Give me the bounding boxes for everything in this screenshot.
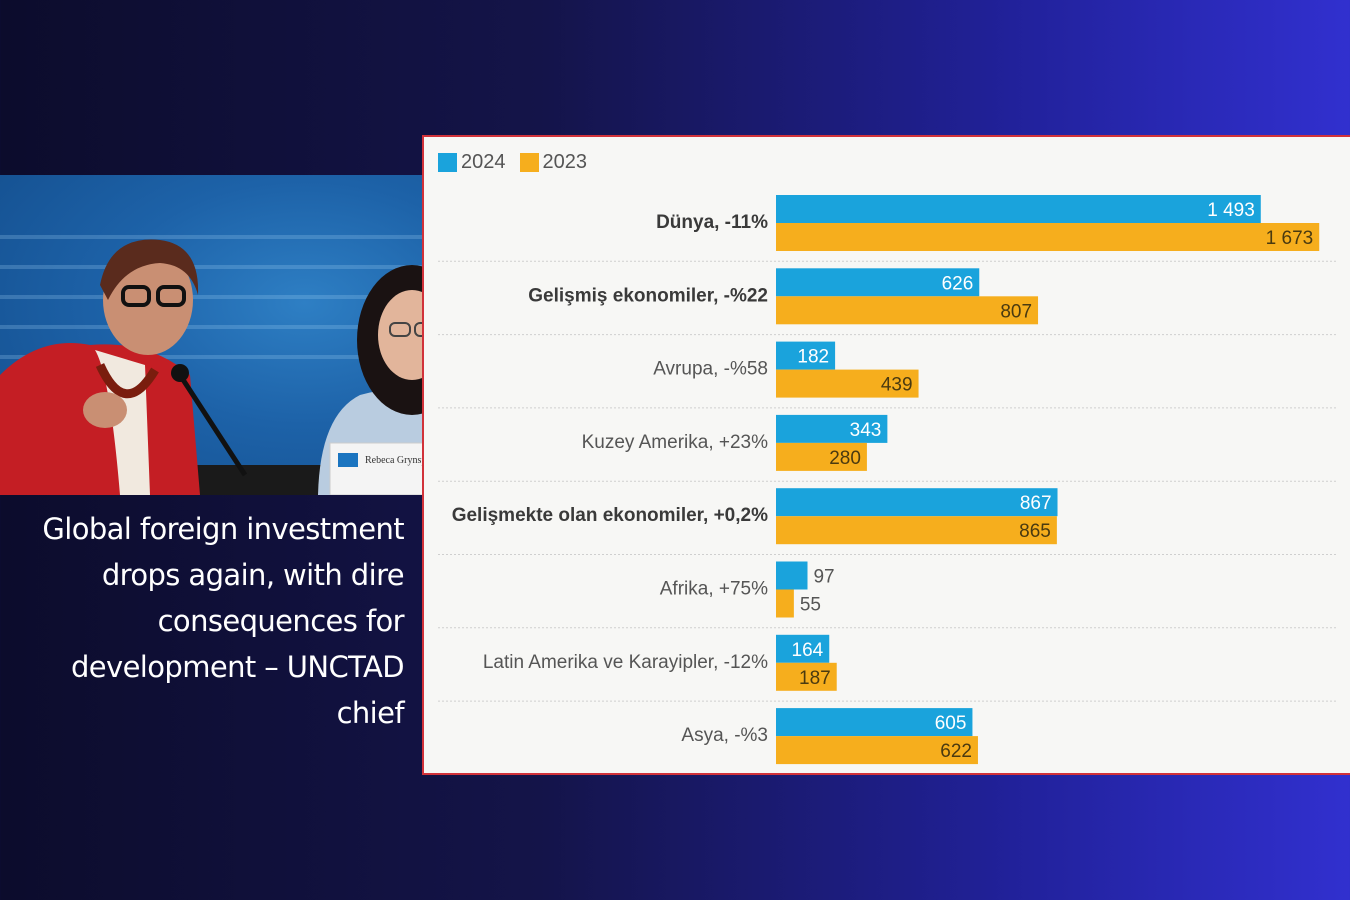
bar-2023 xyxy=(776,736,978,765)
chart-panel: 2024 2023 Dünya, -11% 1 493 1 673 Gelişmiş … xyxy=(422,135,1350,775)
data-label-2024: 1 493 xyxy=(1207,200,1255,221)
data-label-2024: 867 xyxy=(1020,493,1052,514)
bar-chart: Dünya, -11% 1 493 1 673 Gelişmiş ekonomiler… xyxy=(438,195,1338,765)
category-label: Gelişmiş ekonomiler, -%22 xyxy=(528,285,768,306)
bar-2024 xyxy=(776,341,836,370)
bar-2023 xyxy=(776,296,1039,325)
data-label-2023: 807 xyxy=(1000,301,1032,322)
bar-2023 xyxy=(776,442,867,471)
category-label: Gelişmekte olan ekonomiler, +0,2% xyxy=(452,505,768,526)
nameplate-text: Rebeca Grynspan xyxy=(365,455,436,466)
data-label-2023: 865 xyxy=(1019,521,1051,542)
data-label-2024: 626 xyxy=(942,273,974,294)
bar-2023 xyxy=(776,369,919,398)
bar-2024 xyxy=(776,634,830,663)
legend-label-2024: 2024 xyxy=(461,150,506,173)
category-label: Afrika, +75% xyxy=(660,579,768,600)
data-label-2023: 187 xyxy=(799,668,831,689)
data-label-2023: 55 xyxy=(800,595,821,616)
headline-caption: Global foreign investment drops again, w… xyxy=(42,512,404,730)
chart-legend: 2024 2023 xyxy=(438,149,601,175)
category-label: Kuzey Amerika, +23% xyxy=(582,432,769,453)
legend-swatch-2024 xyxy=(438,152,457,172)
data-label-2024: 182 xyxy=(797,347,829,368)
category-label: Asya, -%3 xyxy=(681,725,768,746)
category-label: Dünya, -11% xyxy=(656,212,768,233)
legend-label-2023: 2023 xyxy=(542,150,588,173)
data-label-2023: 280 xyxy=(829,448,861,469)
data-label-2024: 343 xyxy=(850,420,882,441)
legend-item-2024: 2024 xyxy=(438,151,506,174)
legend-item-2023: 2023 xyxy=(519,150,588,174)
bar-2024 xyxy=(776,561,808,590)
bar-2023 xyxy=(776,223,1320,251)
bar-2024 xyxy=(776,414,888,443)
data-label-2023: 622 xyxy=(940,741,972,762)
bar-2023 xyxy=(776,589,794,618)
legend-swatch-2023 xyxy=(519,152,539,172)
bar-2023 xyxy=(776,662,837,691)
data-label-2024: 164 xyxy=(792,640,824,661)
category-label: Latin Amerika ve Karayipler, -12% xyxy=(483,652,768,673)
bar-2024 xyxy=(776,708,973,737)
bar-2023 xyxy=(776,516,1057,545)
bar-2024 xyxy=(776,195,1261,223)
data-label-2023: 439 xyxy=(881,375,913,396)
data-label-2023: 1 673 xyxy=(1266,228,1314,249)
data-label-2024: 97 xyxy=(813,567,834,588)
data-label-2024: 605 xyxy=(935,713,967,734)
category-label: Avrupa, -%58 xyxy=(653,359,768,380)
bar-2024 xyxy=(776,268,980,297)
bar-2024 xyxy=(776,488,1058,517)
